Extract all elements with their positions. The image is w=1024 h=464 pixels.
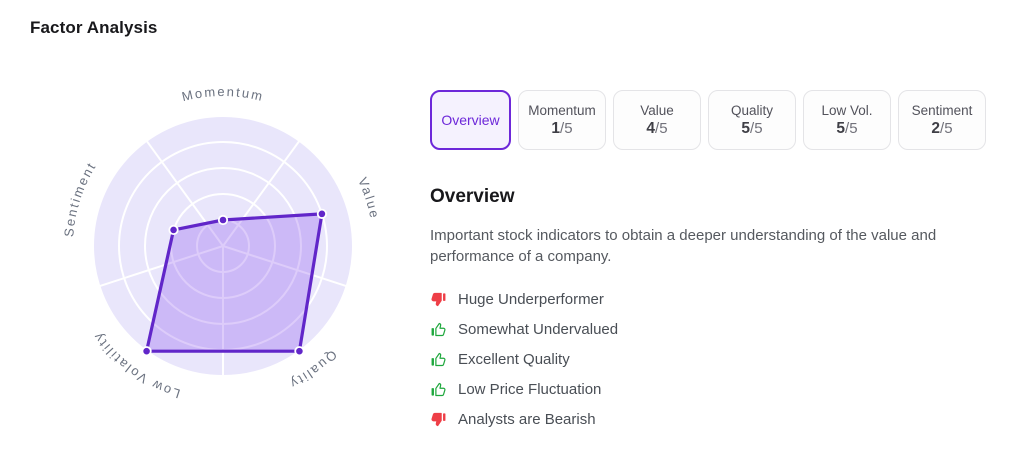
overview-description: Important stock indicators to obtain a d…: [430, 227, 937, 265]
sentiment-icon: [430, 321, 447, 338]
tab-overview[interactable]: Overview: [430, 90, 511, 150]
factor-details-panel: Overview Momentum 1/5 Value 4/5 Quality …: [430, 90, 986, 434]
tab-label: Quality: [730, 103, 774, 118]
insight-text: Huge Underperformer: [458, 290, 604, 308]
insight-text: Analysts are Bearish: [458, 410, 596, 428]
svg-text:Sentiment: Sentiment: [61, 159, 99, 238]
insight-list: Huge Underperformer Somewhat Undervalued…: [430, 284, 986, 434]
insight-text: Excellent Quality: [458, 350, 570, 368]
factor-radar-chart: Momentum Value Quality Low Volatility Sentim…: [43, 66, 403, 426]
insight-text: Low Price Fluctuation: [458, 380, 602, 398]
sentiment-icon: [430, 381, 447, 398]
page-title: Factor Analysis: [30, 18, 158, 37]
svg-text:Value: Value: [355, 175, 383, 221]
tab-value[interactable]: Value 4/5: [613, 90, 701, 150]
svg-text:Momentum: Momentum: [180, 84, 266, 104]
tab-score: 5/5: [836, 119, 858, 137]
thumbs-up-icon: [431, 382, 446, 396]
tab-sentiment[interactable]: Sentiment 2/5: [898, 90, 986, 150]
overview-heading: Overview: [430, 186, 515, 207]
insight-item: Analysts are Bearish: [430, 404, 986, 434]
insight-item: Somewhat Undervalued: [430, 314, 986, 344]
tab-momentum[interactable]: Momentum 1/5: [518, 90, 606, 150]
thumbs-up-icon: [431, 322, 446, 336]
insight-item: Huge Underperformer: [430, 284, 986, 314]
insight-item: Low Price Fluctuation: [430, 374, 986, 404]
thumbs-down-icon: [431, 292, 446, 306]
tab-quality[interactable]: Quality 5/5: [708, 90, 796, 150]
insight-item: Excellent Quality: [430, 344, 986, 374]
tab-score: 5/5: [741, 119, 763, 137]
tab-score: 2/5: [931, 119, 953, 137]
sentiment-icon: [430, 411, 447, 428]
sentiment-icon: [430, 291, 447, 308]
tab-score: 4/5: [646, 119, 668, 137]
tab-label: Momentum: [528, 103, 596, 118]
factor-tabs: Overview Momentum 1/5 Value 4/5 Quality …: [430, 90, 986, 150]
tab-label: Value: [640, 103, 674, 118]
thumbs-up-icon: [431, 352, 446, 366]
insight-text: Somewhat Undervalued: [458, 320, 619, 338]
tab-label: Low Vol.: [821, 103, 873, 118]
tab-label: Sentiment: [911, 103, 973, 118]
thumbs-down-icon: [431, 412, 446, 426]
sentiment-icon: [430, 351, 447, 368]
tab-score: 1/5: [551, 119, 573, 137]
tab-label: Overview: [441, 112, 500, 128]
tab-low-vol[interactable]: Low Vol. 5/5: [803, 90, 891, 150]
